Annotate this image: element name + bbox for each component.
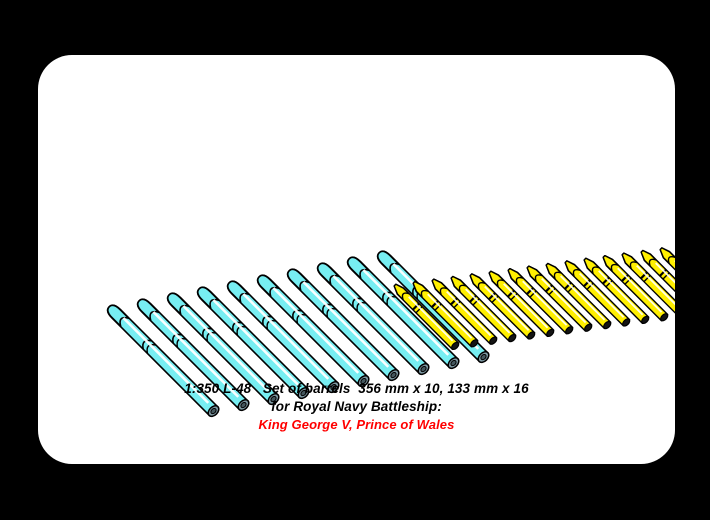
caption-line-specs: 1:350 L-48 Set of barrels 356 mm x 10, 1… [184,381,529,396]
product-card-panel: 1:350 L-48 Set of barrels 356 mm x 10, 1… [38,55,675,464]
caption-line-ship-class: for Royal Navy Battleship: [271,398,442,414]
caption-block: 1:350 L-48 Set of barrels 356 mm x 10, 1… [38,380,675,433]
caption-line-ship-names: King George V, Prince of Wales [258,416,455,432]
